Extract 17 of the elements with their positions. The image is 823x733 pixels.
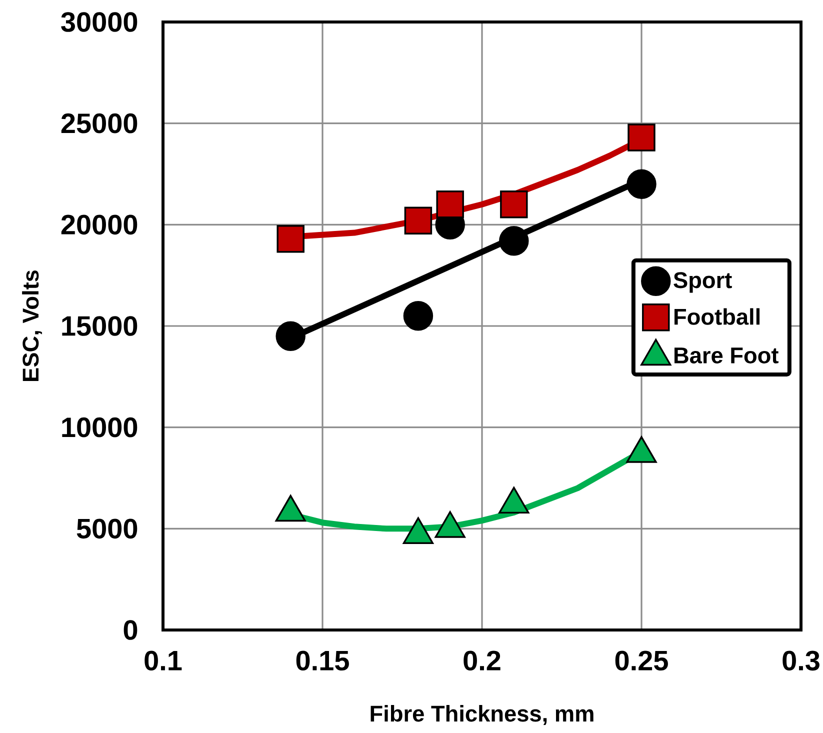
y-tick-label: 30000 xyxy=(61,12,138,32)
y-tick-label: 20000 xyxy=(61,214,138,235)
legend-label: Bare Foot xyxy=(674,348,778,364)
y-tick-label: 10000 xyxy=(62,417,138,438)
legend-label: Football xyxy=(674,308,760,325)
y-axis-title: ESC, Volts xyxy=(22,270,42,381)
legend-label: Sport xyxy=(674,272,732,293)
x-tick-label: 0.25 xyxy=(615,650,668,671)
y-tick-label: 15000 xyxy=(62,316,138,336)
x-tick-label: 0.2 xyxy=(464,650,500,671)
y-tick-label: 25000 xyxy=(61,113,138,134)
x-axis-title: Fibre Thickness, mm xyxy=(370,705,594,725)
y-tick-label: 0 xyxy=(124,620,138,640)
y-tick-label: 5000 xyxy=(76,518,138,539)
x-tick-label: 0.1 xyxy=(144,650,182,671)
x-tick-label: 0.3 xyxy=(782,650,820,671)
x-tick-label: 0.15 xyxy=(296,650,349,671)
